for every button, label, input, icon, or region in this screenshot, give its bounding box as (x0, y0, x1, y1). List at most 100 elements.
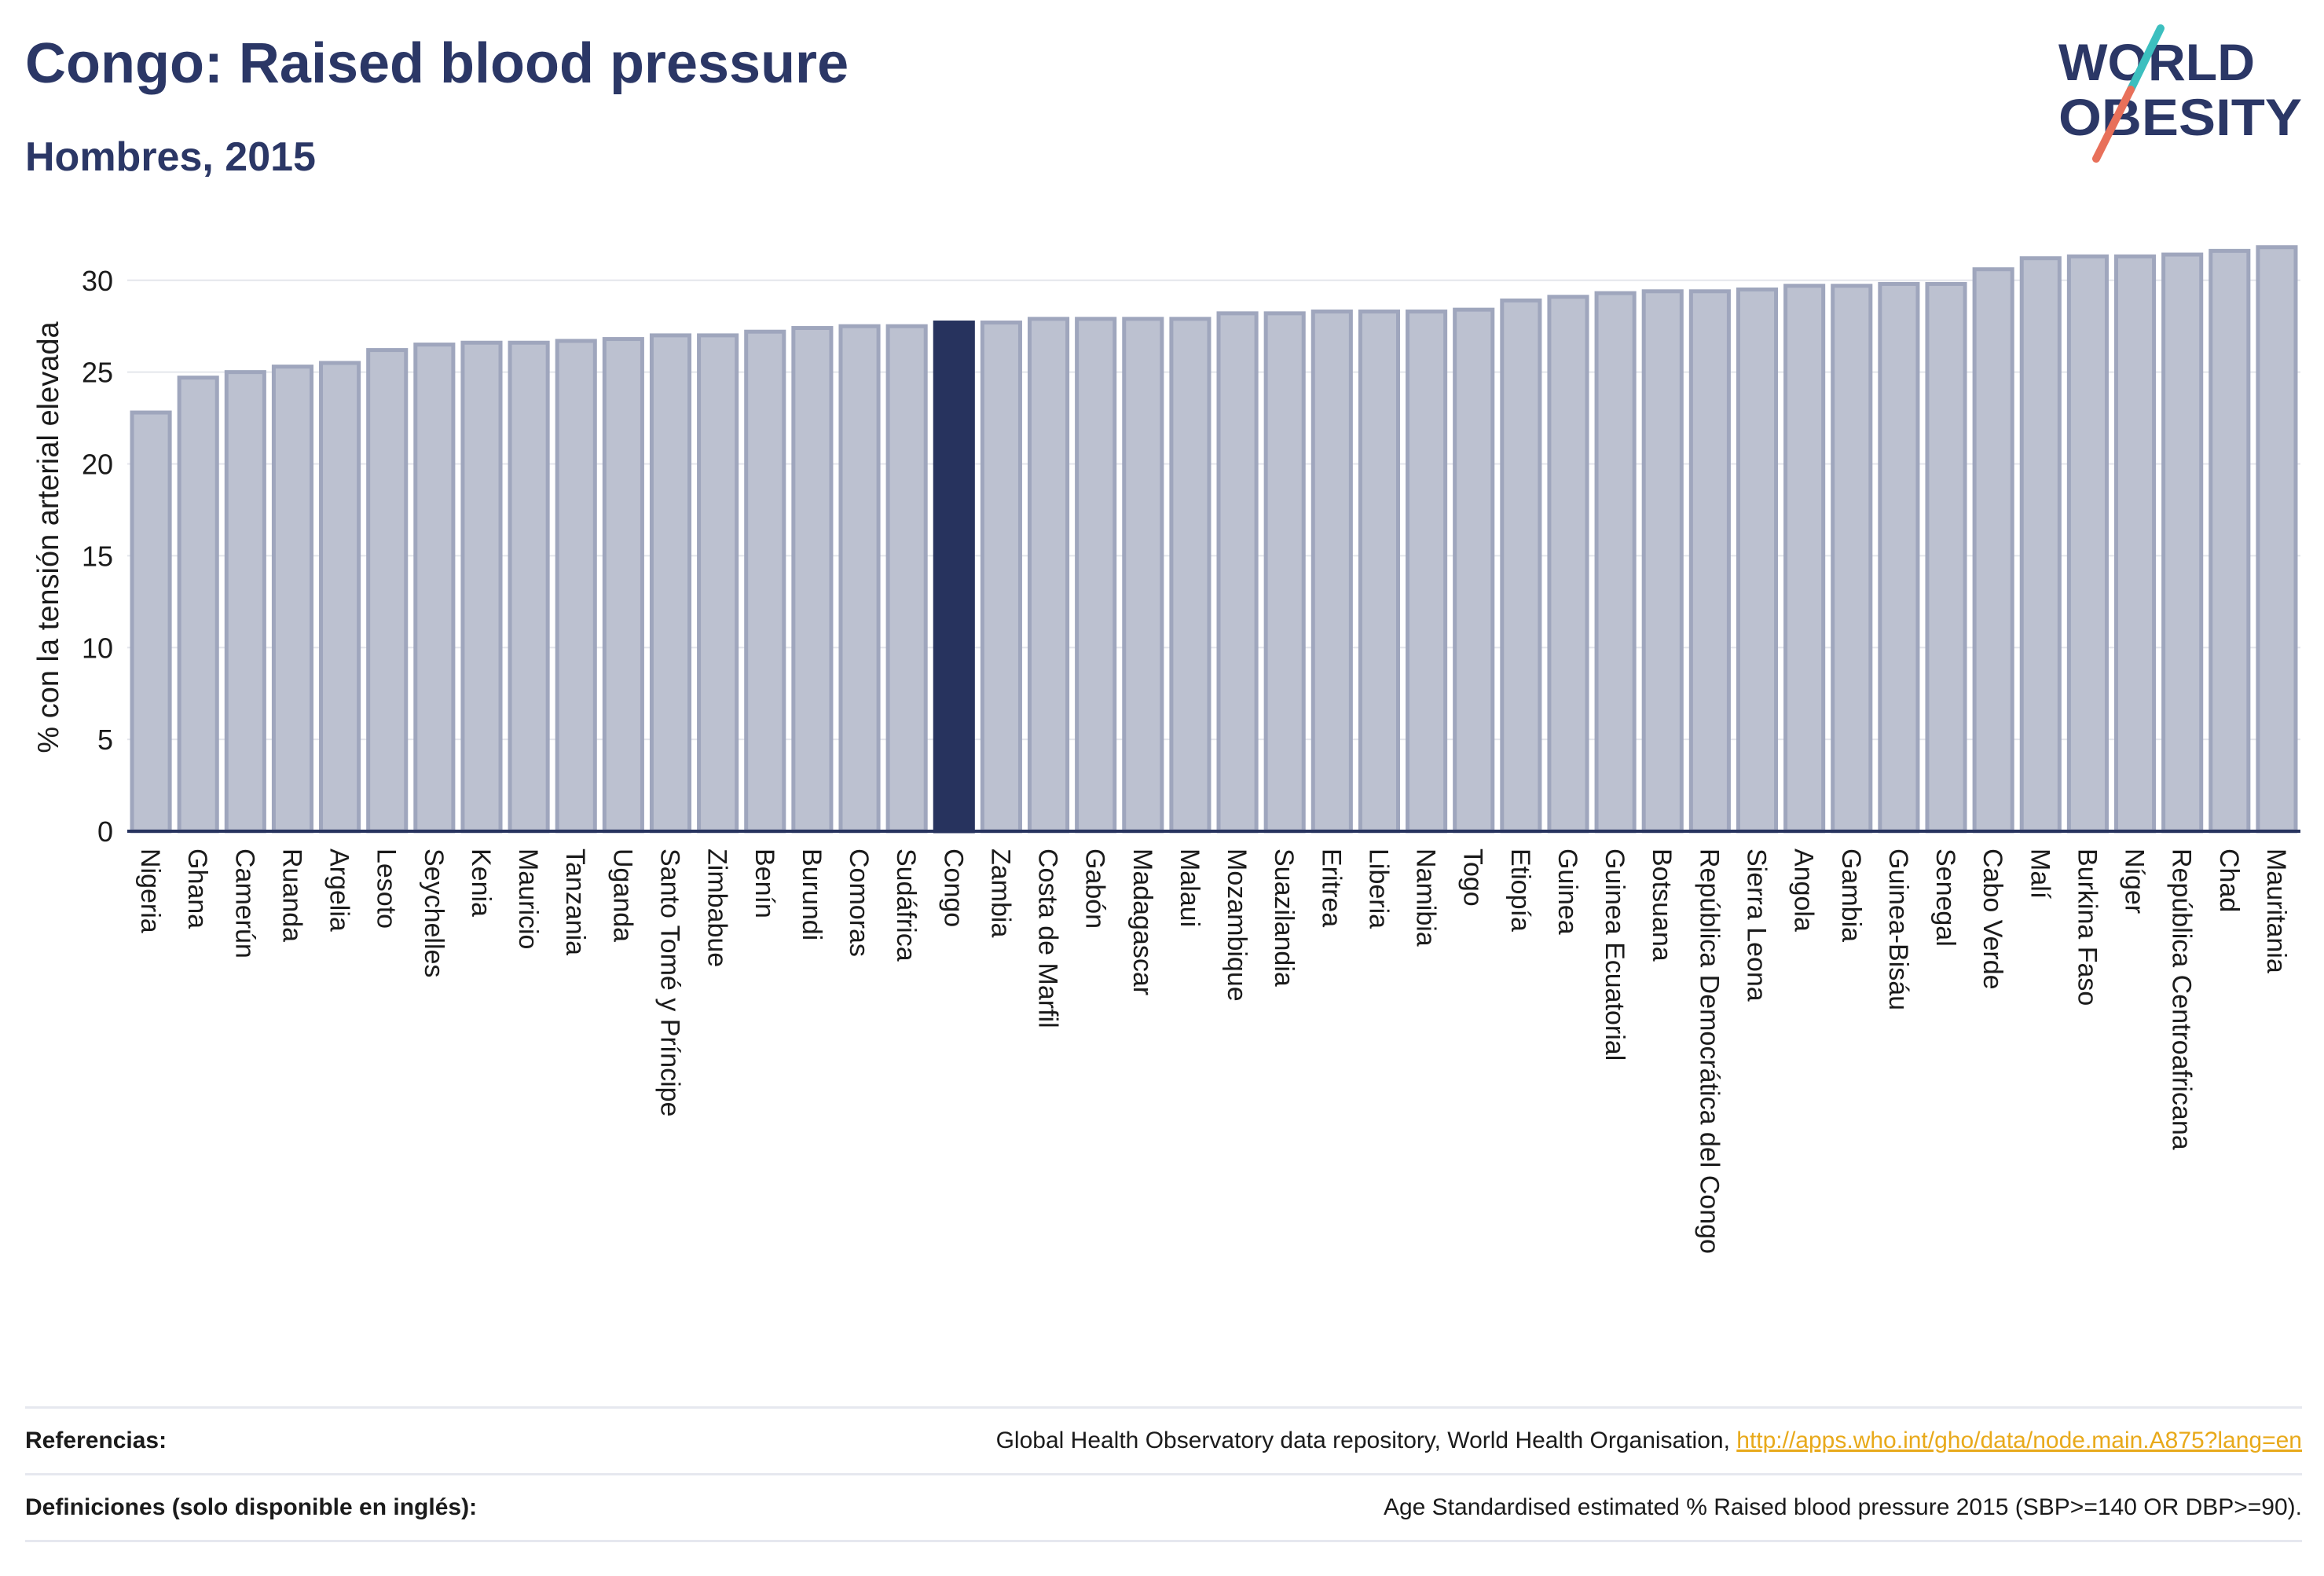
bar (555, 339, 597, 834)
x-tick-label: Guinea Ecuatorial (1600, 848, 1629, 1061)
x-axis-labels: Nigeria Ghana Camerún Ruanda Argelia Lesoto Se… (135, 848, 2291, 1254)
bar (1972, 267, 2014, 834)
y-tick-label: 25 (82, 357, 113, 389)
x-tick-label: Eritrea (1316, 848, 1346, 927)
x-tick-label: Costa de Marfil (1033, 848, 1063, 1028)
bar-chart: 0 5 10 15 20 25 30 Nigeria Ghana Camerún Ruanda Ar… (32, 245, 2300, 1254)
bar (1122, 317, 1164, 834)
x-tick-label: Camerún (229, 848, 259, 958)
bar (885, 324, 928, 834)
bar (1216, 311, 1259, 834)
x-tick-label: República Centroafricana (2167, 848, 2197, 1150)
definitions-row: Definiciones (solo disponible en inglés)… (25, 1473, 2302, 1542)
x-tick-label: Gabón (1080, 848, 1110, 929)
bar (1688, 289, 1731, 834)
x-tick-label: Togo (1458, 848, 1488, 907)
references-text: Global Health Observatory data repositor… (995, 1428, 1737, 1453)
bar (791, 326, 834, 834)
bar (1406, 309, 1448, 834)
bar (649, 333, 692, 834)
bar (1925, 281, 1967, 834)
x-tick-label: Botsuana (1647, 848, 1677, 962)
x-tick-label: Zambia (985, 848, 1015, 937)
bar (1075, 317, 1117, 834)
x-tick-label: Sierra Leona (1742, 848, 1772, 1002)
bar (130, 410, 172, 834)
bar (2161, 252, 2204, 834)
bar (2066, 254, 2109, 834)
bar (1831, 284, 1873, 834)
bar (366, 348, 409, 834)
x-tick-label: Zimbabue (702, 848, 732, 967)
x-tick-label: Burundi (797, 848, 827, 940)
bar (460, 340, 503, 834)
world-obesity-logo: WORLD OBESITY (2058, 24, 2302, 163)
x-tick-label: Suazilandia (1269, 848, 1299, 987)
x-tick-label: Benín (750, 848, 779, 918)
footer: Referencias: Global Health Observatory d… (25, 1406, 2302, 1542)
bar (2113, 254, 2157, 834)
bars (127, 245, 2300, 834)
definitions-label: Definiciones (solo disponible en inglés)… (25, 1494, 478, 1520)
definitions-text: Age Standardised estimated % Raised bloo… (1383, 1494, 2302, 1520)
x-tick-label: Congo (938, 848, 968, 927)
x-tick-label: Santo Tomé y Príncipe (655, 848, 685, 1116)
y-tick-label: 0 (97, 815, 113, 848)
logo-line-obesity: OBESITY (2058, 88, 2302, 146)
y-axis-label: % con la tensión arterial elevada (32, 321, 65, 753)
x-tick-label: Madagascar (1127, 848, 1157, 995)
x-tick-label: Liberia (1363, 848, 1393, 929)
x-tick-label: Mozambique (1222, 848, 1252, 1002)
bar (1641, 289, 1684, 834)
bar (1878, 281, 1920, 834)
logo-slash-red (2092, 86, 2135, 163)
references-label: Referencias: (25, 1428, 167, 1453)
bar (1310, 309, 1353, 834)
x-tick-label: República Democrática del Congo (1694, 848, 1724, 1254)
x-tick-label: Gambia (1836, 848, 1866, 942)
x-tick-label: Argelia (324, 848, 354, 932)
bar (271, 365, 314, 834)
y-tick-label: 15 (82, 540, 113, 572)
x-tick-label: Sudáfrica (891, 848, 921, 962)
bar (177, 376, 219, 834)
x-tick-label: Ruanda (277, 848, 306, 942)
x-tick-label: Chad (2214, 848, 2244, 912)
references-link[interactable]: http://apps.who.int/gho/data/node.main.A… (1736, 1428, 2302, 1453)
references-value: Global Health Observatory data repositor… (996, 1428, 2302, 1454)
chart-subtitle: Hombres, 2015 (25, 134, 316, 180)
y-tick-label: 20 (82, 449, 113, 481)
bar (1358, 309, 1401, 834)
x-tick-label: Seychelles (419, 848, 449, 977)
x-tick-label: Senegal (1930, 848, 1960, 947)
bar (1453, 307, 1495, 834)
bar (1263, 311, 1306, 834)
x-tick-label: Uganda (607, 848, 637, 942)
bar (2019, 256, 2062, 834)
chart-title: Congo: Raised blood pressure (25, 32, 849, 95)
x-tick-label: Comoras (844, 848, 874, 957)
x-tick-label: Etiopía (1505, 848, 1535, 932)
bar-highlighted (933, 321, 975, 834)
references-row: Referencias: Global Health Observatory d… (25, 1406, 2302, 1473)
x-tick-label: Cabo Verde (1978, 848, 2007, 990)
bar (2256, 245, 2298, 834)
x-tick-label: Kenia (466, 848, 496, 917)
x-tick-label: Malí (2025, 848, 2055, 900)
bar (1594, 291, 1637, 834)
x-tick-label: Angola (1789, 848, 1819, 932)
bar (697, 333, 739, 834)
bar (980, 321, 1022, 834)
x-tick-label: Mauricio (513, 848, 543, 949)
bar (2209, 248, 2251, 834)
bar (1736, 287, 1779, 834)
bar (744, 329, 786, 834)
x-tick-label: Tanzania (560, 848, 590, 955)
x-tick-label: Ghana (182, 848, 212, 929)
bar (413, 343, 456, 834)
y-axis-ticks: 0 5 10 15 20 25 30 (82, 265, 113, 848)
bar (319, 361, 361, 834)
x-tick-label: Nigeria (135, 848, 165, 933)
bar (1169, 317, 1211, 834)
bar (508, 340, 550, 834)
